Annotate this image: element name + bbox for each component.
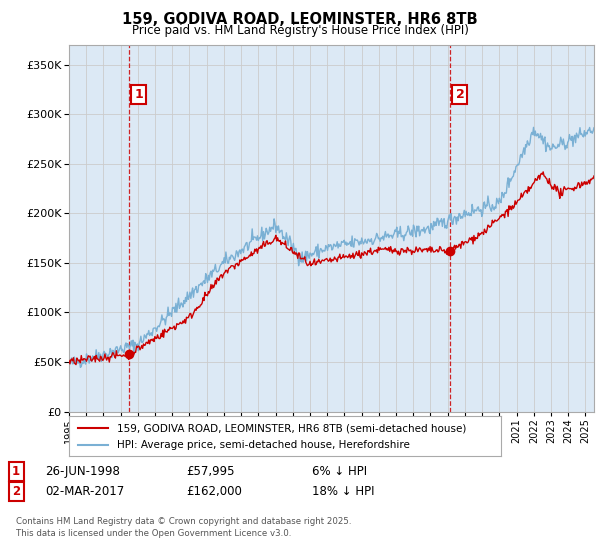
Text: Contains HM Land Registry data © Crown copyright and database right 2025.
This d: Contains HM Land Registry data © Crown c… <box>16 517 352 538</box>
Text: 6% ↓ HPI: 6% ↓ HPI <box>312 465 367 478</box>
Text: 1: 1 <box>134 88 143 101</box>
Text: £162,000: £162,000 <box>186 485 242 498</box>
Text: 2: 2 <box>455 88 464 101</box>
Text: 2: 2 <box>12 485 20 498</box>
Text: Price paid vs. HM Land Registry's House Price Index (HPI): Price paid vs. HM Land Registry's House … <box>131 24 469 36</box>
Text: 159, GODIVA ROAD, LEOMINSTER, HR6 8TB: 159, GODIVA ROAD, LEOMINSTER, HR6 8TB <box>122 12 478 27</box>
Text: HPI: Average price, semi-detached house, Herefordshire: HPI: Average price, semi-detached house,… <box>116 440 409 450</box>
Text: 1: 1 <box>12 465 20 478</box>
Text: 26-JUN-1998: 26-JUN-1998 <box>45 465 120 478</box>
Text: 159, GODIVA ROAD, LEOMINSTER, HR6 8TB (semi-detached house): 159, GODIVA ROAD, LEOMINSTER, HR6 8TB (s… <box>116 423 466 433</box>
Text: 18% ↓ HPI: 18% ↓ HPI <box>312 485 374 498</box>
Text: 02-MAR-2017: 02-MAR-2017 <box>45 485 124 498</box>
Text: £57,995: £57,995 <box>186 465 235 478</box>
